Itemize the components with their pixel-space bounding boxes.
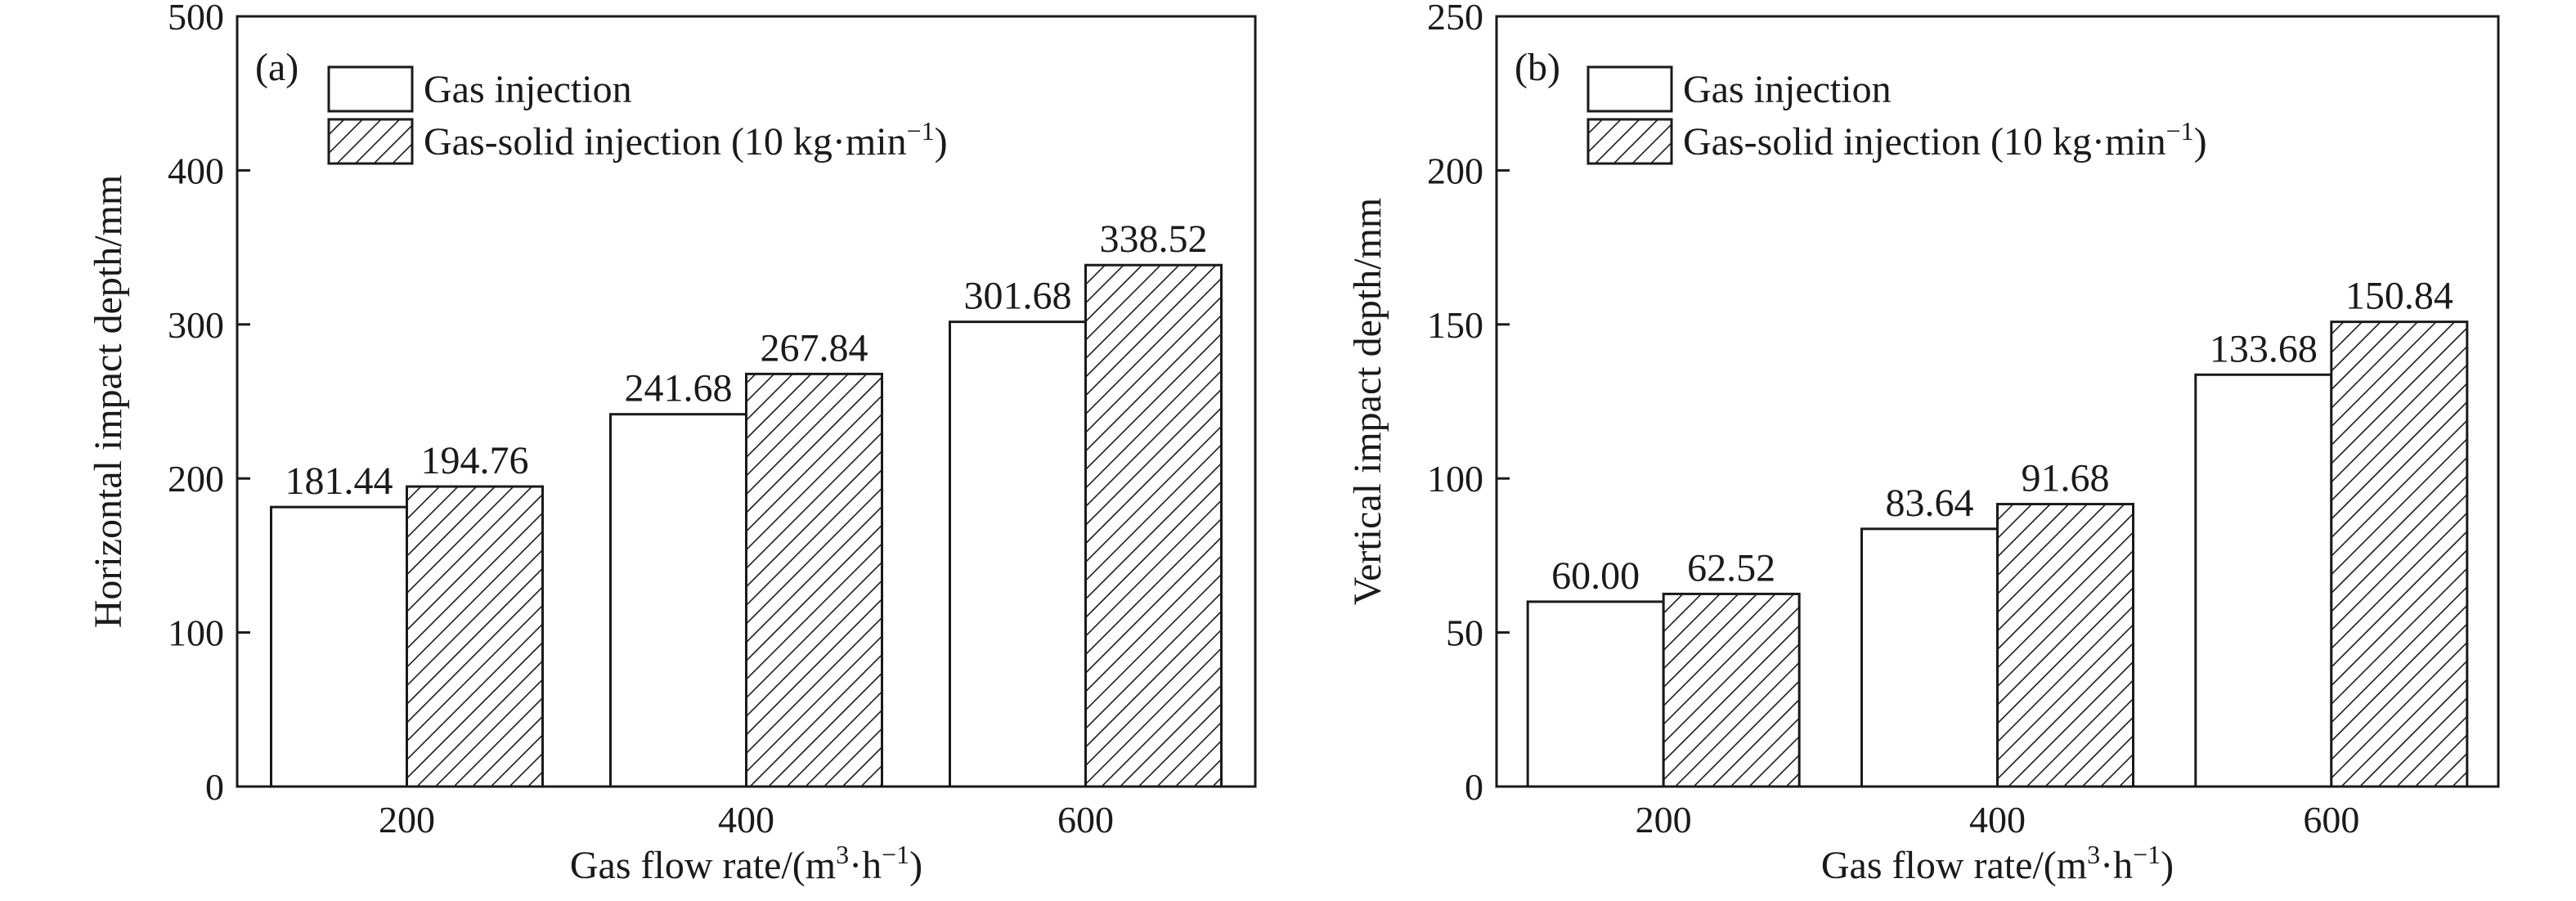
y-tick-label: 150 — [1427, 304, 1483, 346]
bar-value-label: 60.00 — [1551, 554, 1640, 598]
panel-label: (b) — [1515, 46, 1560, 89]
y-tick-label: 400 — [168, 150, 224, 191]
y-tick-label: 50 — [1446, 612, 1483, 654]
bar-gas-solid-injection — [1662, 592, 1801, 788]
x-tick-label: 200 — [1636, 799, 1692, 840]
y-tick-label: 0 — [205, 766, 224, 808]
y-axis-title: Vertical impact depth/mm — [1346, 198, 1389, 606]
x-axis-title: Gas flow rate/(m3·h−1) — [1821, 840, 2174, 887]
bar-gas-injection — [609, 413, 747, 788]
legend-swatch-gas-injection — [327, 65, 414, 113]
y-tick-label: 200 — [168, 458, 224, 500]
x-tick-label: 400 — [1969, 799, 2026, 840]
bar-gas-solid-injection — [745, 372, 883, 788]
bar-value-label: 181.44 — [285, 459, 393, 503]
panel-label: (a) — [255, 46, 298, 89]
legend-label-gas-solid-injection: Gas-solid injection (10 kg·min−1) — [1683, 116, 2207, 164]
bar-gas-solid-injection — [406, 485, 544, 788]
bar-gas-solid-injection — [1084, 263, 1223, 788]
x-tick-label: 600 — [1057, 799, 1114, 840]
bar-value-label: 150.84 — [2345, 275, 2453, 318]
legend-swatch-gas-solid-injection — [1586, 118, 1673, 165]
legend-swatch-gas-injection — [1586, 65, 1673, 113]
bar-gas-injection — [1526, 600, 1665, 788]
bar-gas-solid-injection — [1996, 503, 2134, 788]
bar-value-label: 83.64 — [1886, 482, 1974, 525]
bar-gas-injection — [2194, 373, 2333, 788]
chart-panel-a: 0 100 200 300 400 500 200 181.44 194.76 400 241.68… — [87, 0, 1257, 887]
y-tick-label: 500 — [168, 0, 224, 38]
x-axis-title: Gas flow rate/(m3·h−1) — [570, 840, 922, 887]
bar-value-label: 133.68 — [2210, 327, 2318, 370]
x-tick-label: 400 — [718, 799, 774, 840]
y-tick-label: 0 — [1465, 766, 1483, 808]
legend-label-gas-injection: Gas injection — [424, 68, 632, 111]
bar-value-label: 267.84 — [761, 326, 868, 370]
x-tick-label: 600 — [2303, 799, 2359, 840]
bar-gas-injection — [270, 505, 408, 788]
bar-value-label: 241.68 — [625, 367, 733, 410]
bar-value-label: 194.76 — [421, 439, 529, 482]
bar-value-label: 91.68 — [2022, 457, 2110, 500]
y-tick-label: 300 — [168, 304, 224, 346]
y-tick-label: 250 — [1427, 0, 1483, 38]
legend-label-gas-solid-injection: Gas-solid injection (10 kg·min−1) — [424, 116, 948, 164]
legend-swatch-gas-solid-injection — [327, 118, 414, 165]
legend-label-gas-injection: Gas injection — [1683, 68, 1892, 111]
bar-value-label: 62.52 — [1687, 546, 1775, 589]
y-tick-label: 200 — [1427, 150, 1483, 191]
bar-gas-injection — [1860, 527, 1999, 788]
y-tick-label: 100 — [168, 612, 224, 654]
chart-panel-b: 0 50 100 150 200 250 200 60.00 62.52 400 83.64 91.6… — [1346, 0, 2500, 887]
y-tick-label: 100 — [1427, 458, 1483, 500]
bar-value-label: 338.52 — [1100, 217, 1208, 261]
y-axis-title: Horizontal impact depth/mm — [87, 175, 130, 629]
bar-value-label: 301.68 — [964, 275, 1072, 318]
bar-gas-solid-injection — [2330, 321, 2469, 788]
x-tick-label: 200 — [379, 799, 435, 840]
bar-gas-injection — [949, 321, 1087, 788]
